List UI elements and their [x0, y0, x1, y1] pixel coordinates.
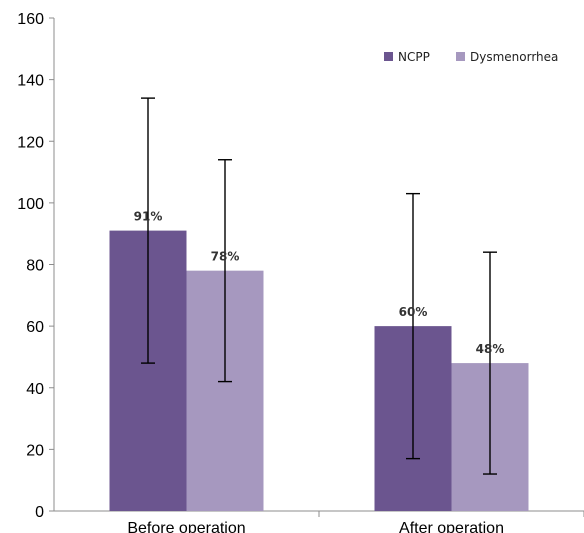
- legend-swatch-ncpp: [384, 52, 393, 61]
- legend-label-dysmenorrhea: Dysmenorrhea: [470, 50, 558, 64]
- data-label: 60%: [399, 305, 428, 319]
- data-label: 91%: [134, 210, 163, 224]
- y-tick-label: 100: [17, 196, 44, 213]
- data-labels: 91% 78% 60% 48%: [134, 210, 505, 356]
- legend: NCPP Dysmenorrhea: [384, 50, 558, 64]
- bars: [109, 230, 529, 511]
- error-bars: [141, 97, 497, 475]
- x-axis: Before operation After operation: [54, 510, 584, 533]
- data-label: 78%: [211, 250, 240, 264]
- legend-label-ncpp: NCPP: [398, 50, 430, 64]
- y-tick-label: 20: [26, 442, 44, 459]
- legend-swatch-dysmenorrhea: [456, 52, 465, 61]
- y-axis: 0 20 40 60 80 100 120 140 160: [17, 11, 55, 521]
- y-tick-label: 120: [17, 134, 44, 151]
- y-tick-label: 160: [17, 11, 44, 28]
- y-tick-label: 40: [26, 381, 44, 398]
- x-category-label: Before operation: [127, 520, 245, 533]
- y-tick-label: 80: [26, 258, 44, 275]
- data-label: 48%: [476, 342, 505, 356]
- y-tick-label: 0: [35, 504, 44, 521]
- y-tick-label: 140: [17, 73, 44, 90]
- x-category-label: After operation: [399, 520, 504, 533]
- y-tick-label: 60: [26, 319, 44, 336]
